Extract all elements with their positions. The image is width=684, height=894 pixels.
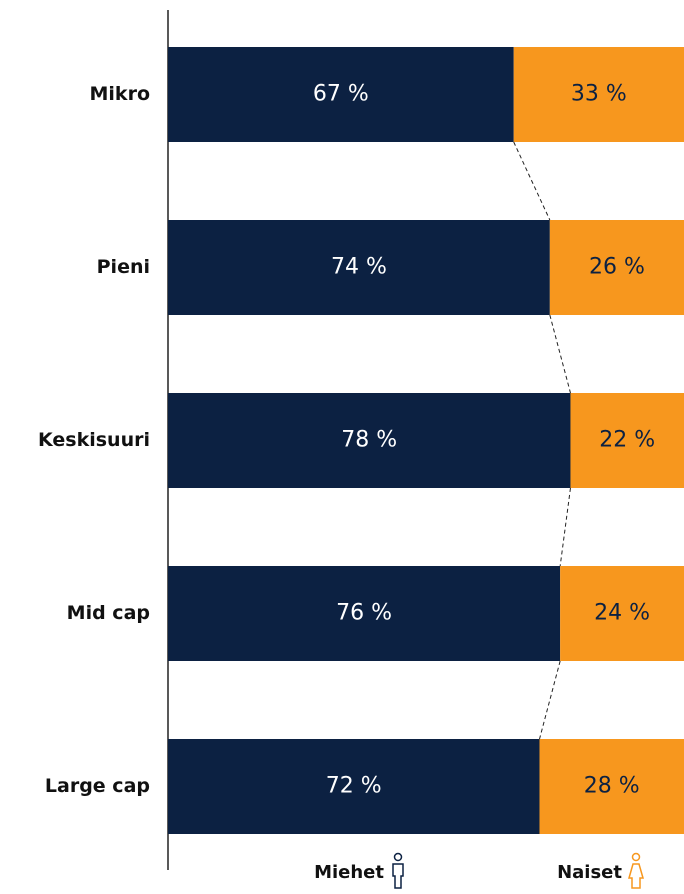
legend-icon-body (628, 863, 644, 889)
legend-icon-head (631, 852, 641, 862)
value-label: 22 % (599, 428, 655, 453)
legend-item: Naiset (557, 852, 644, 889)
connector (549, 314, 571, 394)
category-label: Large cap (45, 775, 150, 797)
value-label: 33 % (571, 82, 627, 107)
value-label: 67 % (313, 82, 369, 107)
bar-segment (168, 47, 514, 142)
legend-icon-body (392, 863, 404, 889)
value-label: 72 % (326, 774, 382, 799)
legend-icon-head (393, 852, 403, 862)
bar-segment (539, 739, 684, 834)
bar-segment (168, 739, 540, 834)
value-label: 78 % (341, 428, 397, 453)
category-label: Pieni (97, 256, 150, 278)
connector (559, 487, 571, 567)
legend-label: Miehet (314, 862, 384, 883)
value-label: 28 % (584, 774, 640, 799)
legend-item: Miehet (314, 852, 404, 889)
bar-segment (570, 393, 684, 488)
bar-segment (549, 220, 684, 315)
value-label: 76 % (336, 601, 392, 626)
category-label: Mid cap (67, 602, 150, 624)
legend-label: Naiset (557, 862, 622, 883)
bar-segment (513, 47, 684, 142)
category-label: Keskisuuri (38, 429, 150, 451)
category-label: Mikro (90, 83, 150, 105)
value-label: 74 % (331, 255, 387, 280)
value-label: 24 % (594, 601, 650, 626)
connector (513, 141, 551, 221)
connector (539, 660, 561, 740)
value-label: 26 % (589, 255, 645, 280)
bar-segment (168, 393, 571, 488)
bar-segment (168, 566, 561, 661)
bar-segment (560, 566, 684, 661)
bar-segment (168, 220, 550, 315)
